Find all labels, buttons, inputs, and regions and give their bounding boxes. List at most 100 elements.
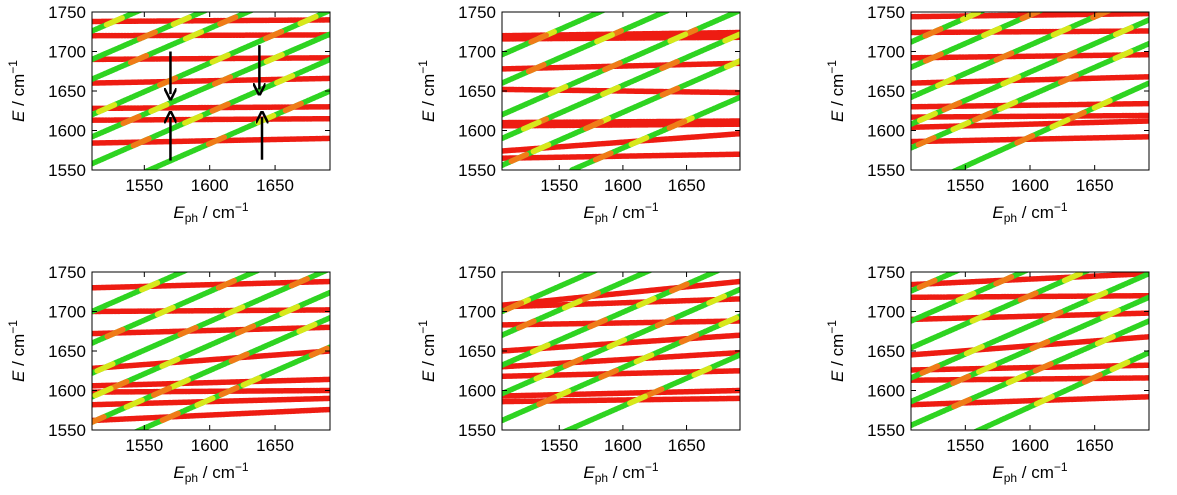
y-axis-label: E / cm−1 (416, 320, 438, 382)
x-tick-label-0: 1550 (540, 176, 578, 195)
crossing-highlight-2 (997, 99, 1019, 112)
crossing-highlight-7 (654, 316, 676, 329)
crossing-highlight-1 (678, 332, 700, 345)
crossing-highlight-20 (1033, 394, 1055, 407)
y-tick-label-3: 1700 (458, 303, 496, 322)
y-tick-label-0: 1550 (48, 421, 86, 440)
crossing-highlight-17 (916, 277, 938, 291)
photon-branch-line-9 (911, 272, 1149, 381)
crossing-highlight-3 (598, 367, 620, 380)
crossing-highlight-14 (547, 84, 569, 97)
crossing-highlight-21 (205, 134, 228, 147)
x-axis-label: Eph / cm−1 (173, 460, 249, 485)
crossing-highlight-22 (1049, 117, 1071, 130)
flat-branch-line-6 (911, 118, 1149, 131)
x-tick-label-2: 1650 (256, 436, 294, 455)
crossing-highlight-16 (955, 290, 977, 304)
crossing-highlight-12 (667, 31, 689, 44)
flat-branch-line-0 (911, 272, 1149, 288)
plot-area (502, 272, 740, 430)
flat-branch-line-2 (911, 51, 1149, 61)
x-tick-label-1: 1600 (1011, 436, 1049, 455)
photon-branch-line-12 (502, 272, 599, 315)
flat-branch-line-7 (502, 395, 740, 405)
flat-branch-line-5 (502, 121, 740, 129)
crossing-highlight-14 (182, 29, 205, 42)
crossing-highlight-3 (130, 135, 152, 149)
crossing-highlight-22 (628, 134, 650, 148)
y-tick-label-2: 1650 (48, 342, 86, 361)
crossing-highlight-9 (263, 28, 285, 42)
crossing-highlight-14 (935, 76, 957, 89)
x-axis-label: Eph / cm−1 (583, 200, 659, 225)
crossing-highlight-16 (170, 14, 192, 28)
y-tick-label-1: 1600 (458, 382, 496, 401)
y-tick-label-2: 1650 (458, 82, 496, 101)
y-tick-label-0: 1550 (867, 161, 905, 180)
crossing-highlight-0 (1094, 333, 1116, 347)
crossing-highlight-3 (150, 385, 173, 398)
photon-branch-line-13 (950, 80, 1149, 170)
crossing-highlight-17 (515, 318, 537, 331)
crossing-highlight-20 (240, 375, 262, 388)
x-tick-label-1: 1600 (191, 436, 229, 455)
y-tick-label-3: 1700 (48, 43, 86, 62)
crossing-highlight-16 (981, 25, 1003, 39)
y-tick-label-4: 1750 (458, 263, 496, 282)
crossing-highlight-10 (520, 119, 542, 132)
y-tick-label-3: 1700 (48, 303, 86, 322)
x-tick-label-2: 1650 (668, 436, 706, 455)
crossing-highlight-8 (606, 337, 628, 350)
flat-branch-line-4 (502, 349, 740, 370)
crossing-highlight-7 (659, 58, 680, 72)
crossing-highlight-8 (600, 84, 621, 97)
crossing-highlight-6 (148, 101, 170, 115)
flat-branch-line-4 (911, 362, 1149, 373)
flat-branch-line-0 (502, 278, 740, 308)
crossing-highlight-22 (194, 395, 216, 408)
crossing-highlight-12 (635, 295, 657, 309)
crossing-highlight-21 (666, 118, 688, 131)
y-tick-label-2: 1650 (458, 342, 496, 361)
crossing-highlight-21 (218, 384, 240, 398)
crossing-highlight-21 (1065, 109, 1087, 123)
x-tick-label-0: 1550 (946, 436, 984, 455)
y-tick-label-2: 1650 (48, 82, 86, 101)
crossing-highlight-20 (691, 365, 713, 378)
photon-branch-line-12 (92, 12, 143, 34)
crossing-highlight-13 (587, 317, 608, 330)
y-tick-label-4: 1750 (867, 3, 905, 22)
crossing-highlight-4 (1100, 307, 1122, 321)
crossing-highlight-23 (1014, 133, 1036, 146)
plot-area (502, 12, 740, 170)
flat-branch-line-2 (92, 55, 330, 63)
crossing-highlight-23 (159, 410, 181, 424)
crossing-highlight-11 (288, 276, 310, 289)
crossing-highlight-4 (263, 52, 285, 65)
crossing-highlight-8 (1087, 289, 1109, 303)
crossing-highlight-19 (922, 26, 944, 39)
y-tick-label-2: 1650 (867, 342, 905, 361)
crossing-highlight-15 (580, 290, 602, 303)
x-tick-label-1: 1600 (604, 176, 642, 195)
crossing-highlight-18 (138, 280, 161, 293)
x-tick-label-0: 1550 (125, 436, 163, 455)
crossing-highlight-9 (1042, 309, 1064, 322)
crossing-highlight-6 (706, 293, 727, 306)
crossing-highlight-6 (722, 31, 740, 44)
crossing-highlight-6 (279, 303, 301, 317)
crossing-highlight-4 (123, 397, 145, 410)
y-tick-label-3: 1700 (458, 43, 496, 62)
flat-branch-line-2 (92, 324, 330, 337)
photon-branch-line-11 (502, 272, 654, 338)
crossing-highlight-23 (592, 150, 614, 163)
crossing-highlight-14 (529, 342, 551, 355)
crossing-highlight-15 (127, 52, 150, 66)
crossing-highlight-10 (209, 52, 231, 65)
chart-panel-top-right: 1550 1600 1650 1550 1600 1650 1700 1750 Eph / cm… (825, 3, 1150, 225)
chart-panel-bottom-left: 1550 1600 1650 1550 1600 1650 1700 1750 Eph / cm… (6, 263, 331, 485)
crossing-highlight-13 (602, 60, 623, 73)
crossing-highlight-12 (224, 304, 246, 317)
crossing-highlight-1 (228, 351, 250, 364)
x-axis-label: Eph / cm−1 (992, 200, 1068, 225)
